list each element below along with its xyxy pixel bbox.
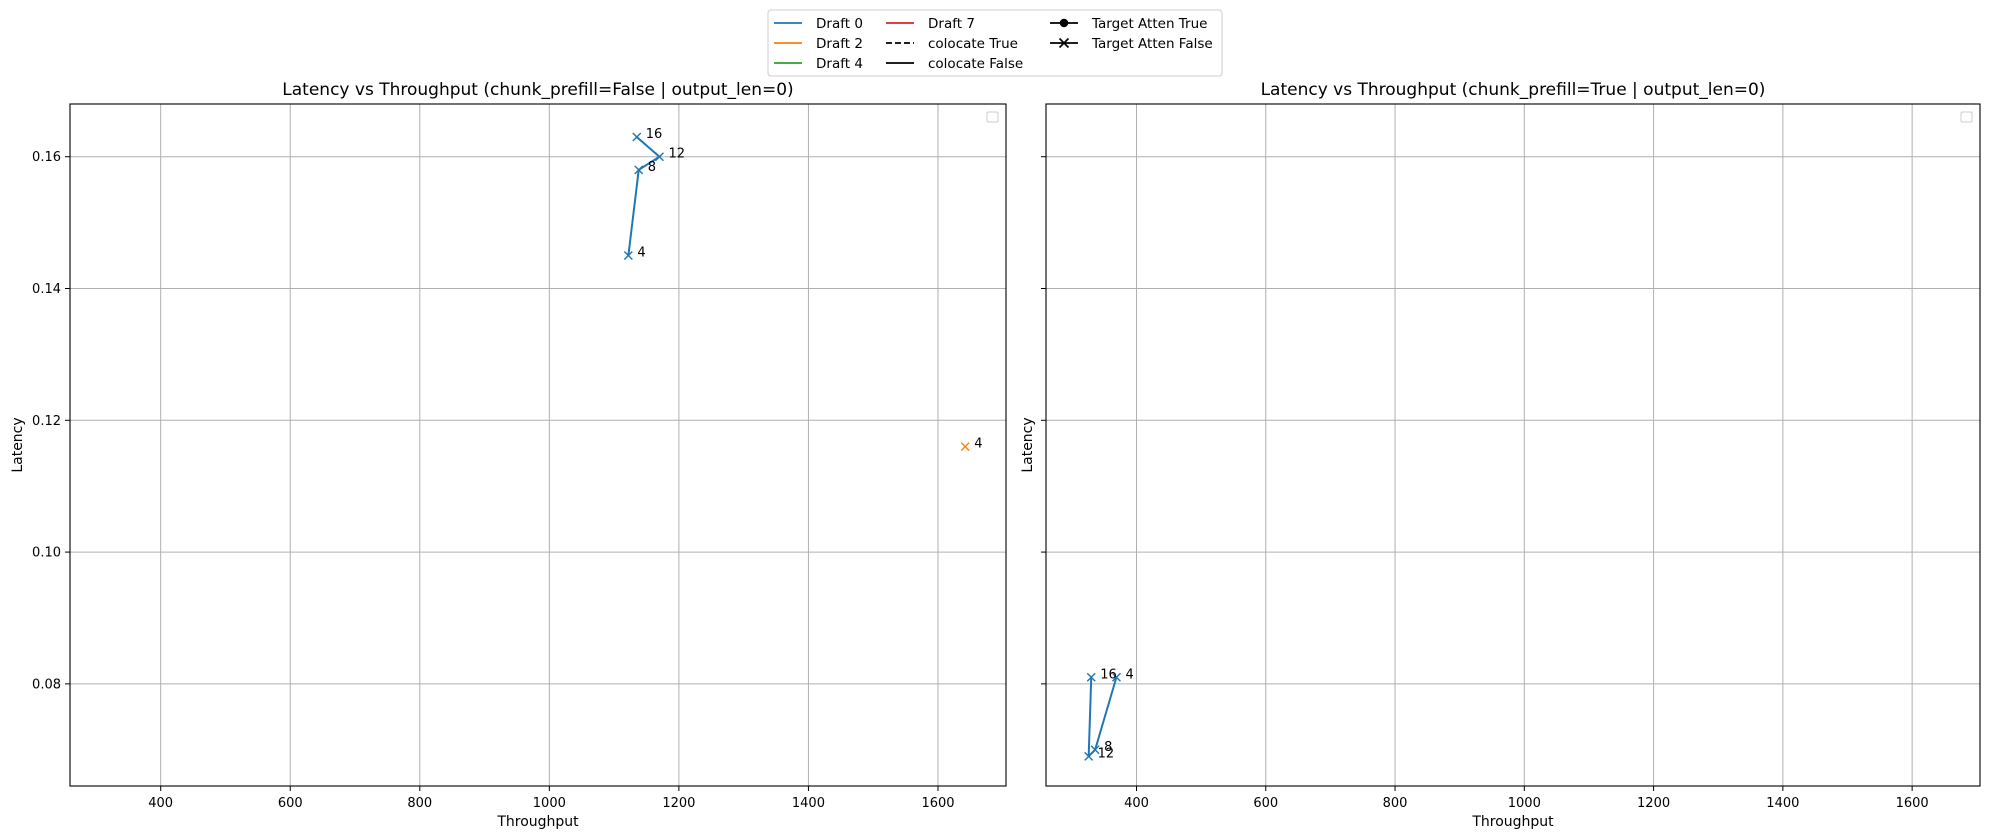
left-ytick-label: 0.12	[32, 414, 61, 429]
left-y-axis-label: Latency	[10, 417, 26, 472]
right-point-annotation: 4	[1125, 667, 1133, 682]
right-data-point	[1084, 751, 1094, 761]
left-xtick-label: 1400	[792, 796, 825, 811]
left-data-point	[632, 132, 642, 142]
right-point-annotation: 16	[1100, 667, 1117, 682]
left-point-annotation: 4	[637, 246, 645, 261]
left-ytick-label: 0.08	[32, 677, 61, 692]
right-xtick-label: 1000	[1508, 796, 1541, 811]
legend-entry-label: Draft 0	[816, 16, 863, 32]
left-point-annotation: 12	[668, 147, 685, 162]
left-ytick-label: 0.10	[32, 546, 61, 561]
right-xtick-label: 1600	[1896, 796, 1929, 811]
legend-frame	[767, 9, 1223, 77]
left-data-point	[634, 165, 644, 175]
legend-entry-label: Draft 4	[816, 56, 863, 72]
right-data-point	[1086, 672, 1096, 682]
legend-entry-label: colocate True	[928, 36, 1018, 52]
right-y-axis-label: Latency	[1020, 417, 1036, 472]
left-series-0-line	[627, 136, 661, 256]
right-plot-frame	[1045, 103, 1981, 787]
left-ytick-label: 0.14	[32, 282, 61, 297]
left-xtick-label: 800	[407, 796, 432, 811]
legend-entry-label: Draft 7	[928, 16, 975, 32]
left-x-axis-label: Throughput	[496, 814, 579, 830]
legend-entry-label: Target Atten False	[1091, 36, 1213, 52]
left-xtick-label: 1200	[662, 796, 695, 811]
chart-panel-left: 400 600 800 1000 1200 1400 1600 0.08 0.10 0.12 0.1…	[10, 80, 1007, 830]
right-data-point	[1111, 672, 1121, 682]
left-point-annotation: 16	[646, 127, 663, 142]
legend-entry-label: colocate False	[928, 56, 1023, 72]
left-xtick-label: 1000	[533, 796, 566, 811]
legend: Draft 0 Draft 2 Draft 4 Draft 7 colocate Tru…	[767, 9, 1223, 77]
legend-marker-x	[1058, 37, 1070, 49]
right-xtick-label: 800	[1383, 796, 1408, 811]
left-data-point	[654, 152, 664, 162]
left-plot-frame	[69, 103, 1007, 787]
right-chart-title: Latency vs Throughput (chunk_prefill=Tru…	[1261, 80, 1766, 100]
legend-marker-circle	[1059, 18, 1069, 28]
left-point-annotation: 4	[974, 437, 982, 452]
left-ytick-label: 0.16	[32, 150, 61, 165]
left-xtick-label: 600	[278, 796, 303, 811]
chart-panel-right: 400 600 800 1000 1200 1400 1600 Latency vs Thro…	[1020, 80, 1981, 830]
right-xtick-label: 400	[1124, 796, 1149, 811]
left-data-point	[960, 442, 970, 452]
left-data-point	[623, 251, 633, 261]
legend-entry-label: Draft 2	[816, 36, 863, 52]
right-x-axis-label: Throughput	[1471, 814, 1554, 830]
right-xtick-label: 1200	[1637, 796, 1670, 811]
right-empty-legend-box	[1960, 111, 1973, 123]
right-xtick-label: 600	[1253, 796, 1278, 811]
right-point-annotation: 12	[1098, 746, 1115, 761]
left-chart-title: Latency vs Throughput (chunk_prefill=Fal…	[282, 80, 793, 100]
legend-entry-label: Target Atten True	[1091, 16, 1207, 32]
left-xtick-label: 400	[148, 796, 173, 811]
left-empty-legend-box	[986, 111, 999, 123]
right-point-annotation: 8	[1104, 740, 1112, 755]
left-xtick-label: 1600	[921, 796, 954, 811]
right-xtick-label: 1400	[1766, 796, 1799, 811]
left-point-annotation: 8	[648, 160, 656, 175]
